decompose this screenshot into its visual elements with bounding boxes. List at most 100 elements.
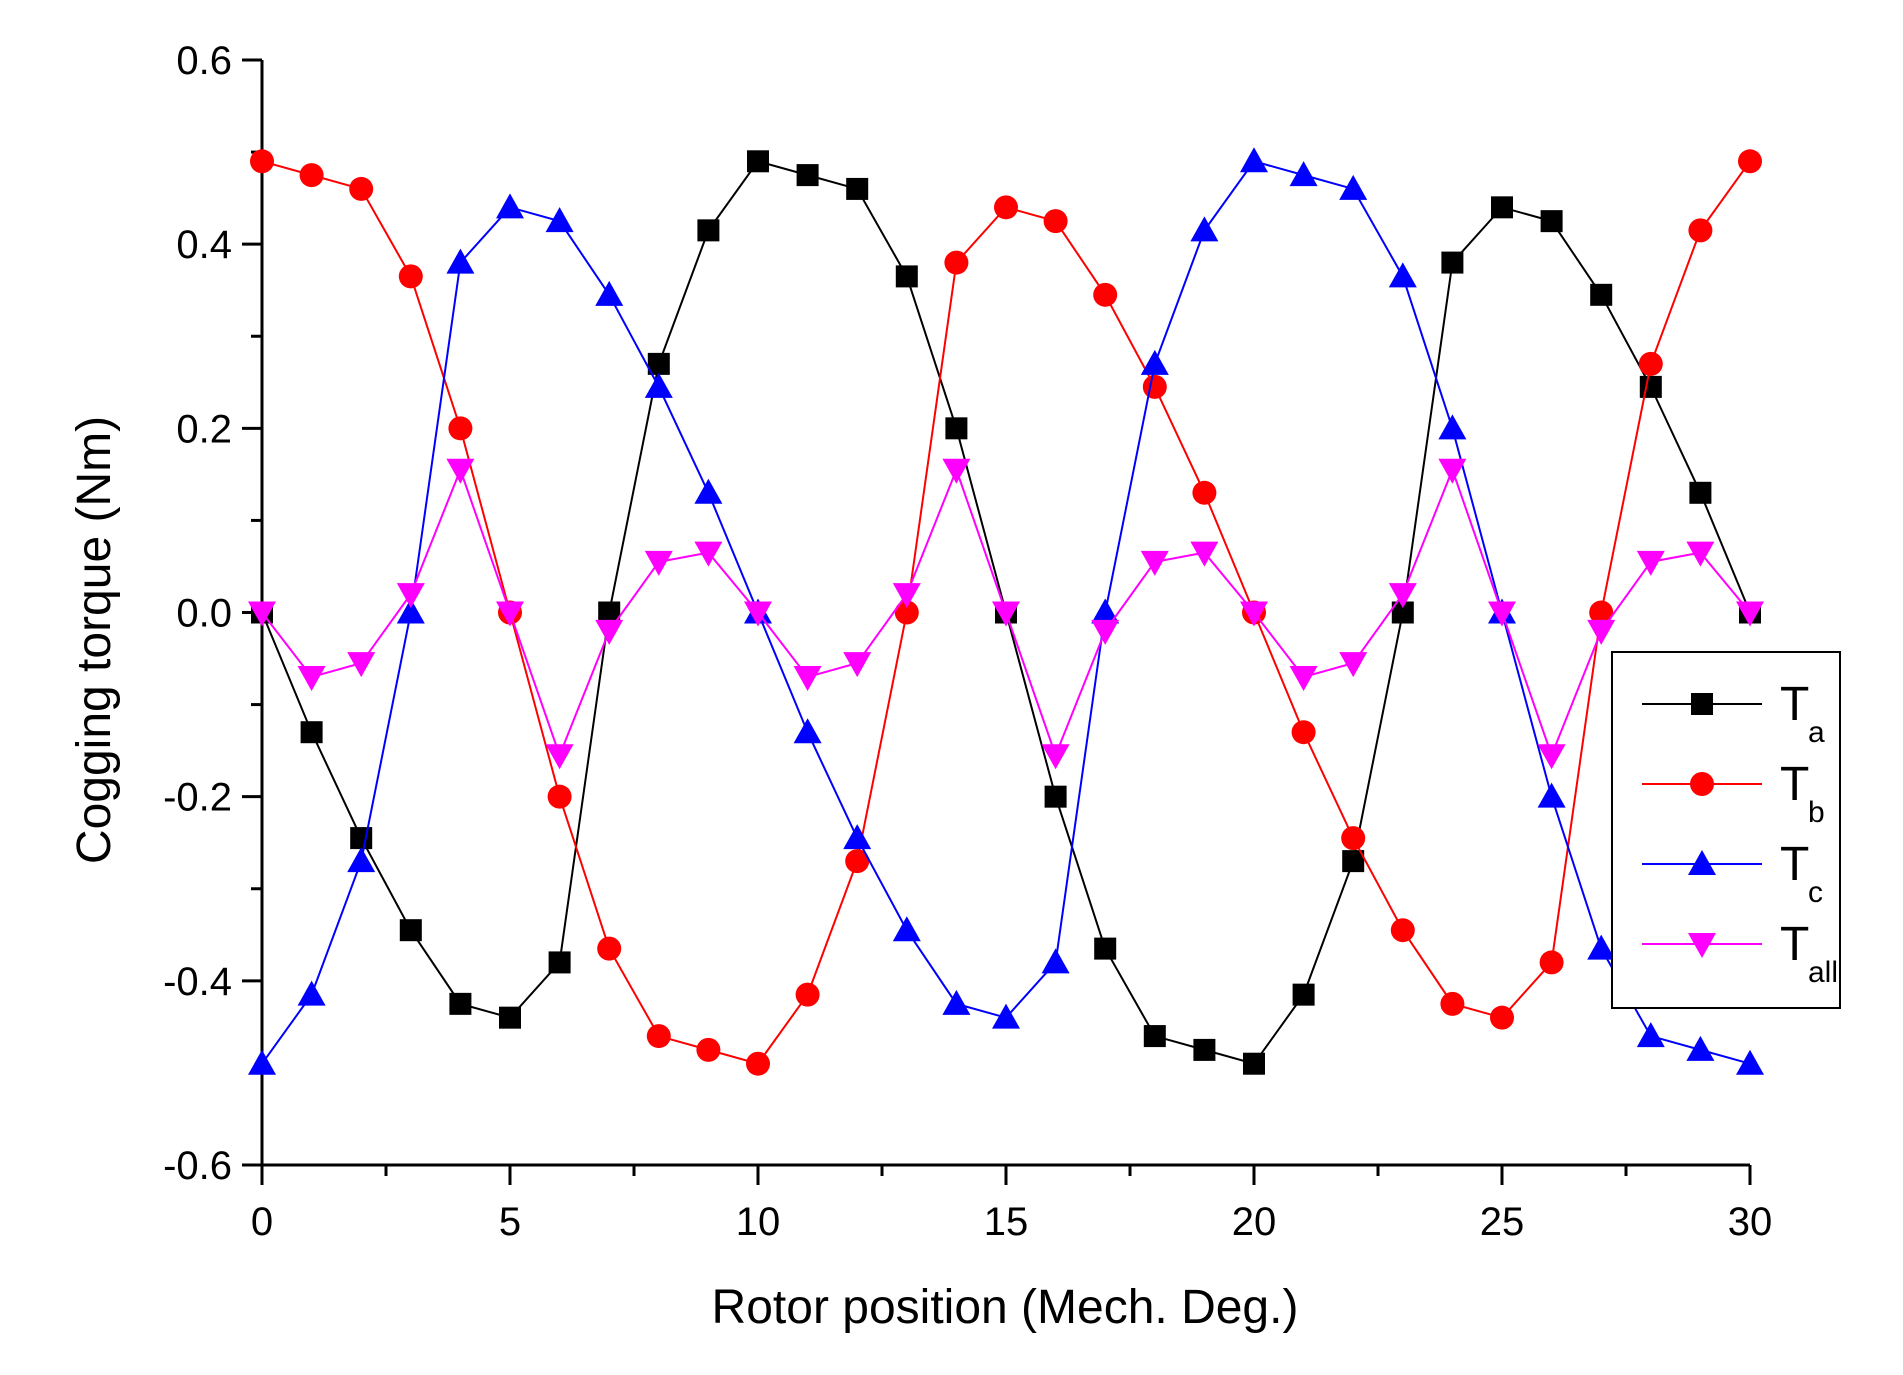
- data-point-all: [694, 541, 723, 567]
- x-tick-label: 5: [499, 1200, 521, 1244]
- x-tick-label: 15: [984, 1200, 1029, 1244]
- data-point-a: [399, 919, 422, 942]
- data-point-a: [895, 265, 918, 288]
- data-point-b: [894, 600, 919, 625]
- series-b: [250, 149, 1762, 1076]
- data-point-b: [1688, 218, 1713, 243]
- x-tick-label: 10: [736, 1200, 781, 1244]
- data-point-b: [1390, 918, 1415, 943]
- x-tick-label: 0: [251, 1200, 273, 1244]
- data-point-c: [1686, 1035, 1715, 1061]
- y-tick-label: -0.4: [163, 960, 232, 1004]
- data-point-all: [347, 652, 376, 678]
- data-point-all: [248, 601, 276, 627]
- y-tick-label: 0.2: [176, 407, 232, 451]
- series-layer: [248, 147, 1764, 1076]
- data-point-all: [1438, 458, 1467, 484]
- data-point-a: [598, 601, 621, 624]
- data-point-a: [747, 150, 769, 173]
- data-point-b: [944, 250, 969, 275]
- data-point-b: [448, 416, 473, 441]
- data-point-a: [1094, 937, 1117, 960]
- data-point-b: [299, 163, 324, 188]
- data-point-all: [843, 652, 872, 678]
- data-point-a: [1243, 1052, 1265, 1075]
- data-point-all: [1736, 601, 1764, 627]
- data-point-all: [1636, 550, 1665, 576]
- data-point-b: [547, 784, 572, 809]
- y-tick-label: 0.4: [176, 223, 232, 267]
- data-point-a: [1491, 196, 1513, 219]
- data-point-all: [992, 601, 1020, 627]
- x-axis-title: Rotor position (Mech. Deg.): [712, 1281, 1299, 1334]
- data-point-a: [449, 992, 472, 1015]
- x-tick-label: 30: [1728, 1200, 1773, 1244]
- data-point-c: [248, 1049, 276, 1075]
- data-point-c: [1736, 1049, 1764, 1075]
- legend-subscript-c: c: [1808, 876, 1823, 909]
- data-point-c: [694, 478, 723, 504]
- legend-label-a: T: [1780, 678, 1809, 731]
- data-point-a: [1193, 1038, 1216, 1061]
- data-point-a: [548, 951, 571, 974]
- data-point-c: [843, 824, 872, 850]
- data-point-all: [1388, 583, 1417, 609]
- data-point-c: [1537, 782, 1566, 808]
- data-point-b: [1638, 351, 1663, 376]
- data-point-all: [744, 601, 772, 627]
- data-point-a: [1342, 850, 1365, 873]
- data-point-a: [1292, 983, 1315, 1006]
- data-point-a: [1391, 601, 1414, 624]
- data-point-all: [793, 665, 822, 691]
- data-point-a: [1639, 375, 1662, 398]
- data-point-a: [647, 352, 670, 375]
- data-point-c: [1190, 216, 1219, 242]
- data-point-all: [1488, 601, 1516, 627]
- data-point-c: [396, 598, 425, 624]
- data-point-all: [1289, 665, 1318, 691]
- legend-marker-a: [1691, 693, 1713, 715]
- legend-subscript-all: all: [1808, 956, 1838, 989]
- data-point-a: [945, 417, 968, 440]
- data-point-c: [1140, 349, 1169, 375]
- data-point-all: [496, 601, 524, 627]
- legend-marker-all: [1688, 933, 1716, 958]
- data-point-b: [994, 195, 1018, 220]
- data-point-b: [845, 849, 870, 874]
- data-point-b: [1539, 950, 1564, 975]
- data-point-b: [398, 264, 423, 289]
- data-point-a: [846, 177, 869, 200]
- x-tick-label: 25: [1480, 1200, 1525, 1244]
- data-point-c: [644, 372, 673, 398]
- data-point-all: [1190, 541, 1219, 567]
- data-point-b: [1341, 826, 1366, 851]
- data-point-all: [1091, 619, 1120, 645]
- data-point-c: [1587, 934, 1616, 960]
- data-point-all: [595, 619, 624, 645]
- data-point-c: [446, 248, 475, 274]
- legend-label-b: T: [1780, 758, 1809, 811]
- data-point-c: [992, 1003, 1020, 1029]
- data-point-all: [545, 744, 574, 770]
- data-point-a: [796, 164, 819, 187]
- data-point-all: [1140, 550, 1169, 576]
- axes: 0 5 10 15 20 25 30 -0.6 -0.4 -0.2 0.0 0.2 0.4 0.6: [163, 39, 1772, 1244]
- data-point-c: [1388, 262, 1417, 288]
- data-point-b: [795, 982, 820, 1007]
- data-point-all: [446, 458, 475, 484]
- legend-subscript-b: b: [1808, 796, 1825, 829]
- data-point-c: [1091, 598, 1120, 624]
- data-point-b: [1589, 600, 1614, 625]
- data-point-c: [793, 718, 822, 744]
- data-point-b: [696, 1037, 721, 1062]
- data-point-all: [1339, 652, 1368, 678]
- data-point-a: [1441, 251, 1464, 274]
- y-tick-label: 0.0: [176, 592, 232, 636]
- data-point-c: [496, 193, 524, 219]
- series-all: [248, 458, 1764, 770]
- data-point-b: [746, 1051, 770, 1076]
- data-point-all: [1686, 541, 1715, 567]
- data-point-c: [1289, 161, 1318, 187]
